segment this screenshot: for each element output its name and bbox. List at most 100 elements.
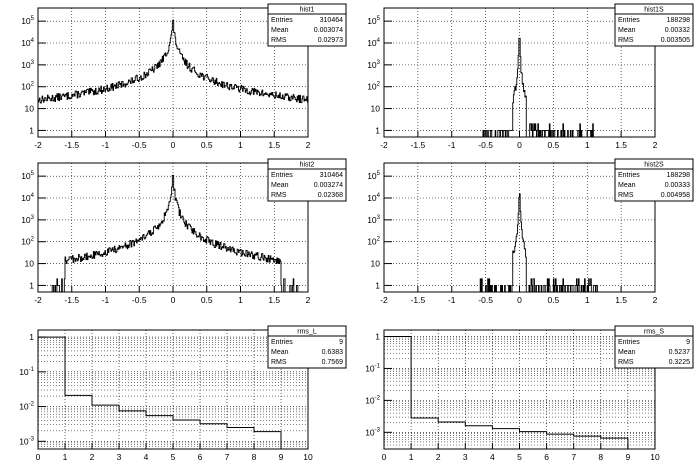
stat-label: Mean — [271, 27, 289, 34]
stats-box-frame — [267, 325, 347, 369]
stat-label: RMS — [271, 359, 287, 366]
stat-label: Entries — [271, 17, 293, 24]
y-tick-label: 104 — [367, 38, 380, 48]
panel-hist1S: -2 -1.5 -1 -0.5 0 0.5 1 1.5 2110102103104105hist… — [367, 3, 694, 150]
y-tick-base: 10 — [25, 259, 35, 269]
x-tick-label: 9 — [279, 452, 284, 462]
x-tick-label: -1.5 — [411, 140, 426, 150]
x-tick-label: -0.5 — [478, 140, 493, 150]
histogram-line — [38, 19, 308, 104]
y-tick-exponent: 3 — [31, 60, 35, 66]
y-tick-exponent: 3 — [377, 60, 381, 66]
y-tick-base: 10 — [21, 171, 31, 181]
y-tick-base: 10 — [21, 16, 31, 26]
y-tick-base: 10 — [365, 395, 375, 405]
y-tick-label: 10-1 — [19, 367, 34, 377]
x-tick-label: 1.5 — [615, 140, 627, 150]
stat-label: Mean — [618, 182, 636, 189]
x-tick-label: 1 — [409, 452, 414, 462]
x-tick-label: -1 — [102, 295, 110, 305]
x-tick-label: 1.5 — [615, 295, 627, 305]
y-tick-label: 104 — [21, 193, 34, 203]
y-tick-label: 102 — [367, 82, 380, 92]
stat-label: RMS — [618, 37, 634, 44]
y-tick-label: 10 — [371, 104, 381, 114]
y-tick-label: 10-2 — [19, 402, 34, 412]
y-tick-label: 104 — [367, 193, 380, 203]
x-tick-label: 0 — [382, 452, 387, 462]
stat-label: RMS — [618, 359, 634, 366]
x-tick-label: 10 — [303, 452, 313, 462]
y-tick-label: 105 — [367, 16, 380, 26]
x-tick-label: 0.5 — [201, 140, 213, 150]
y-tick-base: 1 — [375, 125, 380, 135]
y-tick-exponent: 2 — [31, 237, 35, 243]
panel-hist1: -2 -1.5 -1 -0.5 0 0.5 1 1.5 2110102103104105hist… — [21, 3, 347, 150]
y-tick-label: 103 — [367, 60, 380, 70]
stat-value: 0.3225 — [669, 359, 691, 366]
histogram-title: rms_S — [644, 329, 665, 336]
y-tick-label: 10 — [25, 104, 35, 114]
y-tick-base: 10 — [367, 38, 377, 48]
x-tick-label: 0 — [36, 452, 41, 462]
histogram-title: hist1S — [644, 7, 664, 14]
y-tick-base: 1 — [29, 280, 34, 290]
stat-label: Mean — [618, 349, 636, 356]
stat-value: 9 — [339, 339, 343, 346]
x-tick-label: 1 — [585, 295, 590, 305]
y-tick-exponent: 2 — [31, 82, 35, 88]
y-tick-exponent: -1 — [29, 367, 35, 373]
stat-value: 0.00333 — [665, 182, 690, 189]
stat-value: 0.7569 — [322, 359, 344, 366]
x-tick-label: -0.5 — [132, 140, 147, 150]
y-tick-label: 103 — [21, 215, 34, 225]
x-tick-label: 2 — [306, 295, 311, 305]
stat-label: RMS — [618, 192, 634, 199]
x-tick-label: -2 — [34, 295, 42, 305]
stat-label: Mean — [618, 27, 636, 34]
x-tick-label: 1.5 — [268, 295, 280, 305]
y-tick-base: 10 — [367, 82, 377, 92]
x-tick-label: 2 — [90, 452, 95, 462]
plot-frame — [383, 162, 656, 293]
stat-value: 0.004958 — [661, 192, 690, 199]
y-tick-base: 10 — [367, 237, 377, 247]
x-tick-label: 1.5 — [268, 140, 280, 150]
stat-label: Entries — [618, 339, 640, 346]
y-tick-exponent: 4 — [377, 193, 381, 199]
x-tick-label: 1 — [238, 295, 243, 305]
y-tick-exponent: 3 — [31, 215, 35, 221]
y-tick-label: 102 — [367, 237, 380, 247]
x-tick-label: 8 — [252, 452, 257, 462]
x-tick-label: 0.5 — [201, 295, 213, 305]
y-tick-base: 10 — [365, 363, 375, 373]
histogram-title: hist2S — [644, 162, 664, 169]
y-tick-base: 1 — [375, 332, 380, 342]
y-tick-exponent: -2 — [375, 395, 381, 401]
y-tick-label: 104 — [21, 38, 34, 48]
y-tick-label: 10 — [371, 259, 381, 269]
stats-box: rms_L Entries 9 Mean 0.6383 RMS 0.7569 — [267, 325, 347, 369]
x-tick-label: -1.5 — [64, 140, 79, 150]
y-tick-base: 10 — [371, 104, 381, 114]
x-tick-label: 6 — [198, 452, 203, 462]
y-tick-exponent: 5 — [377, 171, 381, 177]
stat-value: 310464 — [320, 172, 343, 179]
y-tick-label: 1 — [375, 332, 380, 342]
stats-box-frame — [614, 3, 694, 47]
stat-value: 0.00332 — [665, 27, 690, 34]
y-tick-base: 10 — [371, 259, 381, 269]
stats-box-frame — [614, 325, 694, 369]
panel-hist2: -2 -1.5 -1 -0.5 0 0.5 1 1.5 2110102103104105hist… — [21, 158, 347, 305]
y-tick-base: 10 — [19, 367, 29, 377]
x-tick-label: 2 — [436, 452, 441, 462]
x-tick-label: -0.5 — [478, 295, 493, 305]
y-tick-base: 10 — [367, 215, 377, 225]
histogram-title: hist1 — [300, 7, 315, 14]
stat-value: 188298 — [667, 172, 690, 179]
stats-box: rms_S Entries 9 Mean 0.5237 RMS 0.3225 — [614, 325, 694, 369]
x-tick-label: 10 — [650, 452, 660, 462]
x-tick-label: 0 — [517, 140, 522, 150]
y-tick-exponent: -3 — [29, 436, 35, 442]
